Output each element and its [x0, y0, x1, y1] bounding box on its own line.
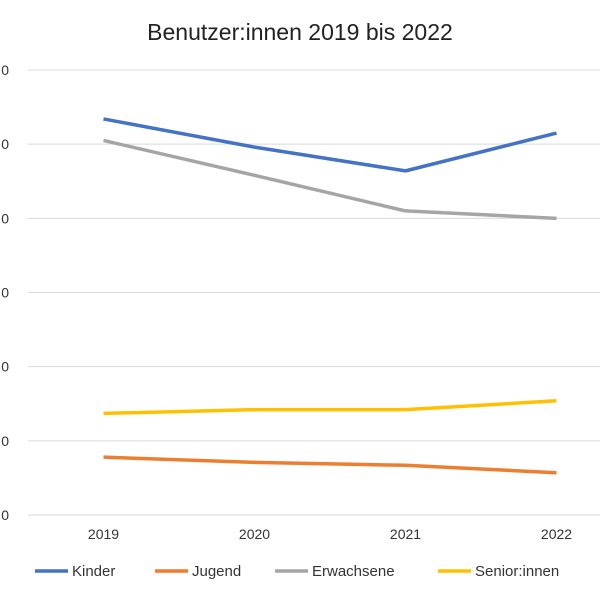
legend-label: Senior:innen	[475, 563, 559, 580]
legend-item: Jugend	[155, 563, 241, 580]
legend-item: Kinder	[35, 563, 115, 580]
y-tick-label: 0	[1, 507, 9, 523]
series-line-erwachsene	[103, 138, 557, 221]
legend-label: Jugend	[192, 563, 241, 580]
y-tick-label: 0	[1, 285, 9, 301]
legend-label: Erwachsene	[312, 563, 395, 580]
y-tick-label: 0	[1, 136, 9, 152]
x-tick-label: 2019	[88, 526, 119, 542]
series-line-jugend	[103, 455, 557, 475]
y-tick-label: 0	[1, 433, 9, 449]
y-tick-label: 0	[1, 62, 9, 78]
series-line-kinder	[103, 117, 557, 173]
chart-title: Benutzer:innen 2019 bis 2022	[147, 19, 453, 45]
x-tick-label: 2020	[239, 526, 270, 542]
legend-item: Senior:innen	[438, 563, 559, 580]
x-tick-label: 2022	[541, 526, 572, 542]
legend-label: Kinder	[72, 563, 115, 580]
y-tick-label: 0	[1, 359, 9, 375]
y-tick-label: 0	[1, 210, 9, 226]
legend-item: Erwachsene	[275, 563, 395, 580]
series-line-seniorinnen	[103, 399, 557, 416]
x-tick-label: 2021	[390, 526, 421, 542]
